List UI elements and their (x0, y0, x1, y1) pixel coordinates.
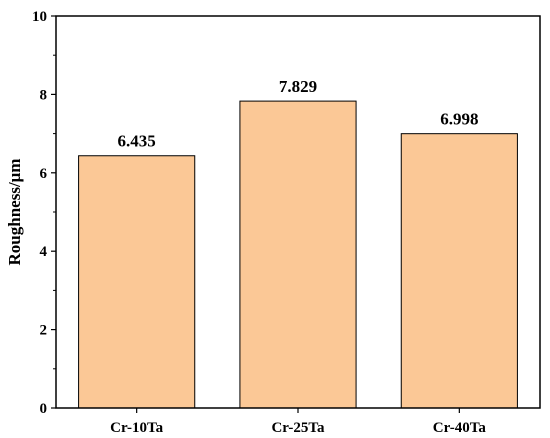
y-tick-label-8: 8 (40, 87, 48, 103)
bar-cr-40ta (400, 133, 518, 409)
y-tick-label-10: 10 (32, 9, 47, 25)
x-tick-label-cr-40ta: Cr-40Ta (433, 420, 487, 436)
y-tick-label-6: 6 (40, 166, 48, 182)
x-axis: Cr-10Ta Cr-25Ta Cr-40Ta (110, 408, 486, 436)
x-tick-label-cr-25ta: Cr-25Ta (271, 420, 325, 436)
value-labels-layer: 6.435 7.829 6.998 (118, 77, 479, 151)
y-tick-label-2: 2 (40, 323, 48, 339)
bar-cr-25ta (239, 100, 357, 409)
y-tick-label-4: 4 (40, 244, 48, 260)
y-tick-label-0: 0 (40, 401, 48, 417)
y-axis: 0 2 4 6 8 10 (32, 9, 56, 417)
bar-cr-10ta (78, 155, 196, 409)
x-tick-label-cr-10ta: Cr-10Ta (110, 420, 164, 436)
value-label-cr-25ta: 7.829 (279, 77, 317, 96)
y-axis-title: Roughness/μm (5, 159, 24, 266)
value-label-cr-40ta: 6.998 (440, 110, 478, 129)
bars-layer (78, 100, 518, 409)
value-label-cr-10ta: 6.435 (118, 132, 156, 151)
